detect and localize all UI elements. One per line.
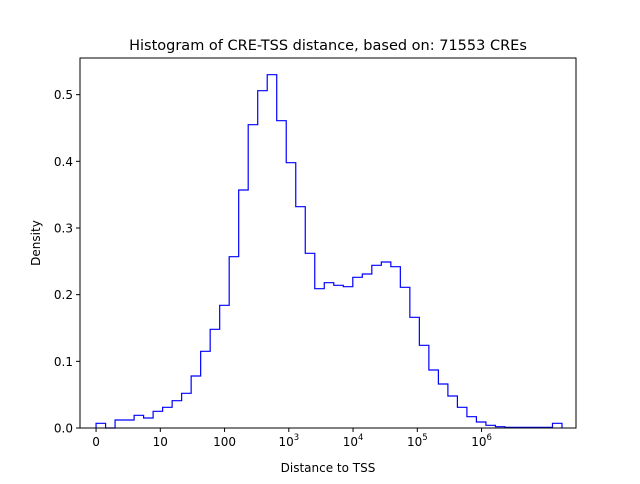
x-tick-label: 103 <box>278 433 299 449</box>
x-tick-label: 100 <box>213 435 236 449</box>
x-tick-label: 10 <box>153 435 168 449</box>
y-tick-label: 0.2 <box>54 288 73 302</box>
chart-title: Histogram of CRE-TSS distance, based on:… <box>129 38 527 54</box>
x-tick-label: 104 <box>343 433 364 449</box>
x-tick-label: 0 <box>92 435 100 449</box>
x-axis-label: Distance to TSS <box>281 461 376 475</box>
x-tick-label: 105 <box>407 433 428 449</box>
y-axis-ticks: 0.0 0.1 0.2 0.3 0.4 0.5 <box>54 88 80 436</box>
y-tick-label: 0.3 <box>54 222 73 236</box>
y-axis-label: Density <box>29 220 43 266</box>
y-tick-label: 0.5 <box>54 88 73 102</box>
histogram-step-line <box>95 74 563 429</box>
x-tick-label: 106 <box>471 433 492 449</box>
x-axis-ticks: 0 10 100 103 104 105 106 <box>92 428 492 449</box>
plot-frame <box>79 57 577 429</box>
y-tick-label: 0.4 <box>54 155 73 169</box>
y-tick-label: 0.0 <box>54 422 73 436</box>
y-tick-label: 0.1 <box>54 355 73 369</box>
